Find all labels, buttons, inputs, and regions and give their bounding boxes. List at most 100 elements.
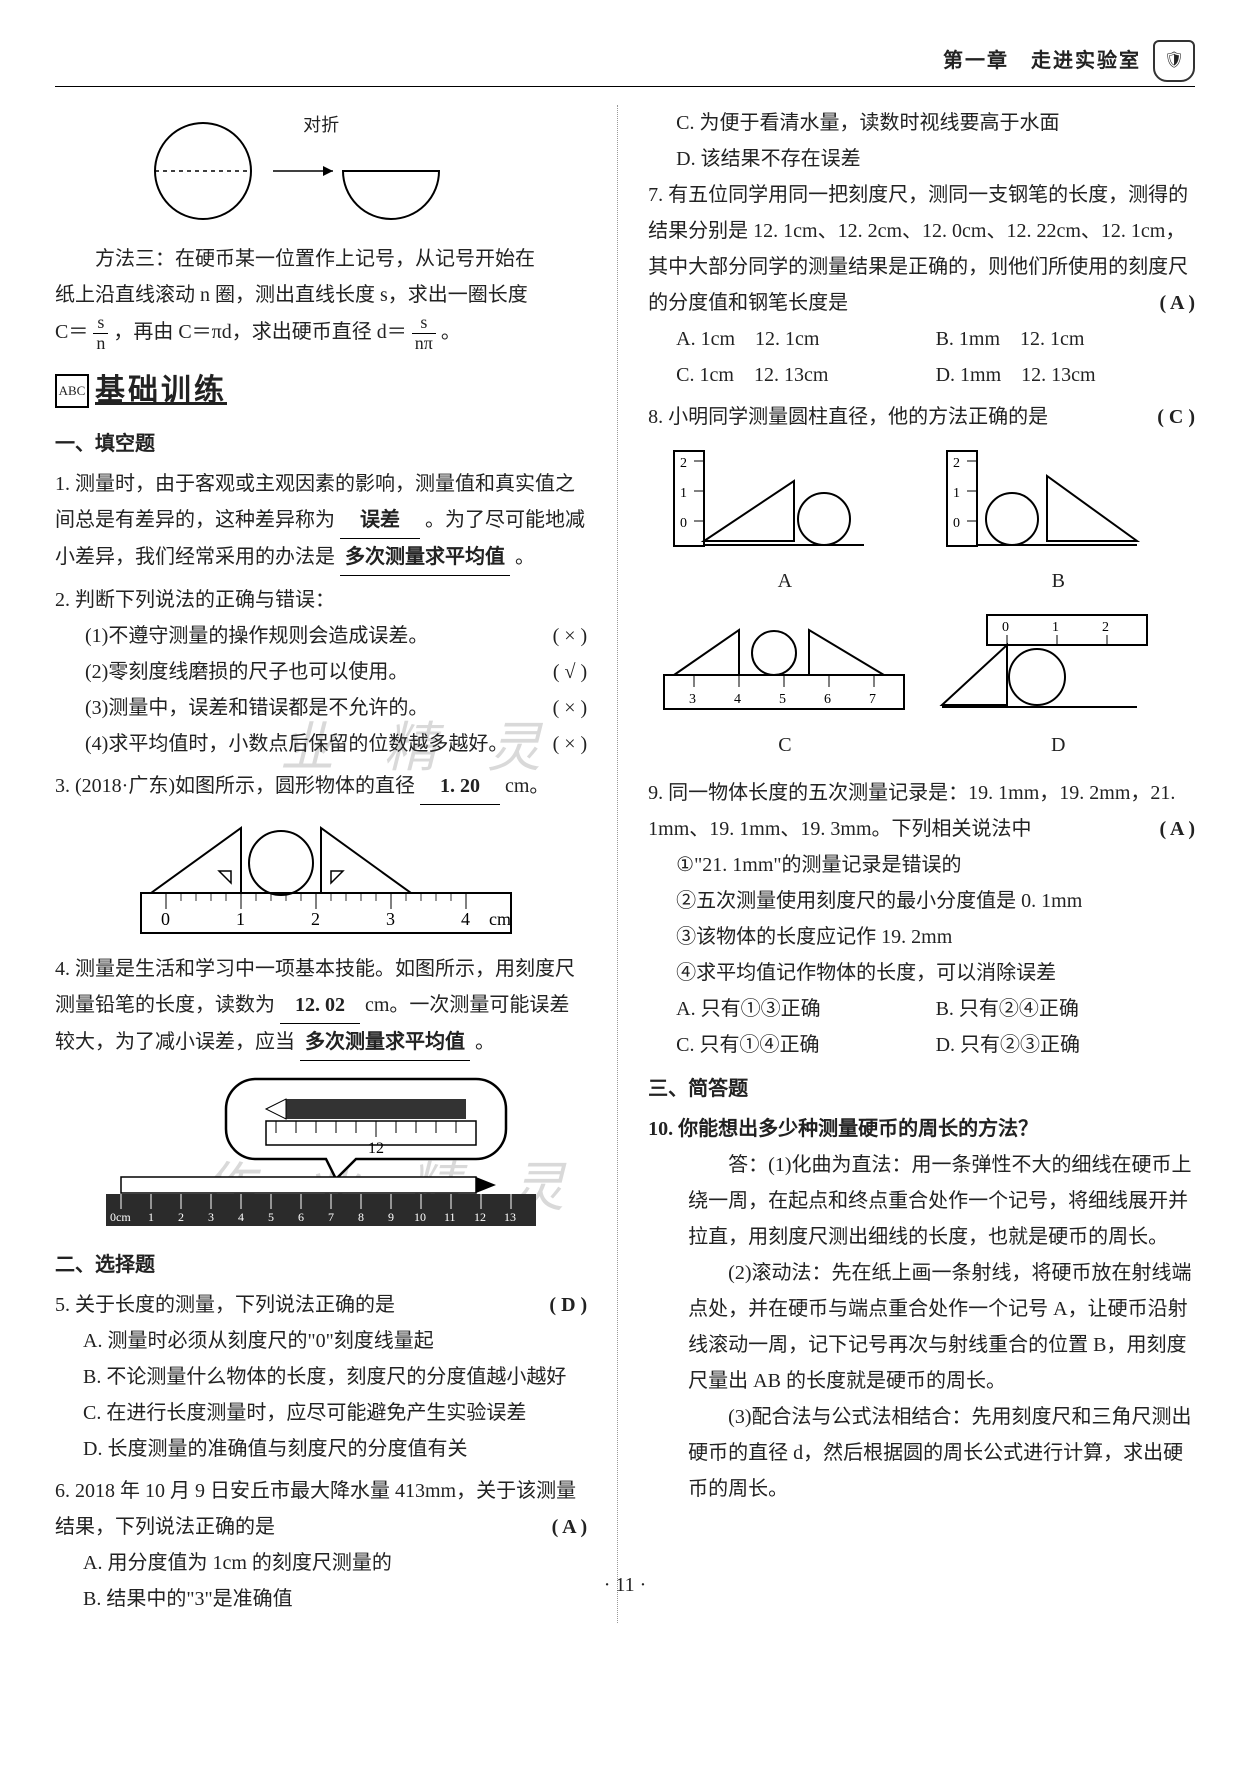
- q3-text-a: 3. (2018·广东)如图所示，圆形物体的直径: [55, 775, 415, 797]
- q8-label-C: C: [654, 727, 916, 763]
- q9-3: ③该物体的长度应记作 19. 2mm: [676, 919, 1195, 955]
- q7: 7. 有五位同学用同一把刻度尺，测同一支钢笔的长度，测得的结果分别是 12. 1…: [648, 177, 1195, 393]
- method3-line2: 纸上沿直线滚动 n 圈，测出直线长度 s，求出一圈长度: [55, 277, 587, 313]
- q6-D: D. 该结果不存在误差: [676, 141, 1195, 177]
- q10-p3: (3)配合法与公式法相结合：先用刻度尺和三角尺测出硬币的直径 d，然后根据圆的周…: [648, 1399, 1195, 1507]
- m3-l3a: C＝: [55, 321, 88, 343]
- q8-fig-B: 2 1 0 B: [927, 441, 1189, 599]
- q8-figures: 2 1 0 A 2 1 0: [648, 441, 1195, 769]
- svg-text:2: 2: [953, 456, 960, 471]
- fold-svg: [133, 111, 453, 231]
- q7-answer: ( A ): [1159, 285, 1195, 321]
- svg-text:5: 5: [268, 1210, 274, 1224]
- q8-fig-C: 3 4 5 6 7 C: [654, 605, 916, 763]
- heading-short-answer: 三、简答题: [648, 1071, 1195, 1107]
- heading-choice: 二、选择题: [55, 1247, 587, 1283]
- q5-D: D. 长度测量的准确值与刻度尺的分度值有关: [83, 1431, 587, 1467]
- q6-answer: ( A ): [552, 1509, 588, 1545]
- q2-stem: 2. 判断下列说法的正确与错误：: [55, 582, 587, 618]
- svg-text:8: 8: [358, 1210, 364, 1224]
- q8-fig-D: 0 1 2 D: [927, 605, 1189, 763]
- q9-A: A. 只有①③正确: [676, 991, 935, 1027]
- frac-s-n: sn: [93, 313, 108, 354]
- svg-text:6: 6: [824, 692, 831, 707]
- q5-B: B. 不论测量什么物体的长度，刻度尺的分度值越小越好: [83, 1359, 587, 1395]
- q7-B: B. 1mm 12. 1cm: [936, 321, 1195, 357]
- svg-text:2: 2: [680, 456, 687, 471]
- q5-C: C. 在进行长度测量时，应尽可能避免产生实验误差: [83, 1395, 587, 1431]
- svg-text:4: 4: [734, 692, 741, 707]
- svg-text:2: 2: [311, 909, 320, 929]
- q5: 5. 关于长度的测量，下列说法正确的是( D ) A. 测量时必须从刻度尺的"0…: [55, 1287, 587, 1467]
- q8: 8. 小明同学测量圆柱直径，他的方法正确的是( C ) 2 1 0 A: [648, 399, 1195, 769]
- svg-text:10: 10: [414, 1210, 426, 1224]
- section-title: ABC 基础训练: [55, 364, 587, 418]
- m3-l3b: ，再由 C＝πd，求出硬币直径 d＝: [113, 321, 406, 343]
- q5-stem: 5. 关于长度的测量，下列说法正确的是: [55, 1294, 395, 1316]
- q4-blank1: 12. 02: [280, 987, 360, 1024]
- q2-1: (1)不遵守测量的操作规则会造成误差。( × ): [55, 618, 587, 654]
- method3-line3: C＝ sn ，再由 C＝πd，求出硬币直径 d＝ snπ 。: [55, 313, 587, 354]
- q9-stem: 9. 同一物体长度的五次测量记录是：19. 1mm，19. 2mm，21. 1m…: [648, 782, 1175, 840]
- q8-answer: ( C ): [1157, 399, 1195, 435]
- fold-figure: 对折: [55, 111, 587, 231]
- q4-figure: 12 0cm 1 2 3 4 5 6 7 8 9 10 11 12 13: [86, 1069, 556, 1239]
- q3-blank: 1. 20: [420, 768, 500, 805]
- fold-label: 对折: [303, 109, 339, 141]
- q7-C: C. 1cm 12. 13cm: [676, 357, 935, 393]
- q8-fig-A: 2 1 0 A: [654, 441, 916, 599]
- q9-1: ①"21. 1mm"的测量记录是错误的: [676, 847, 1195, 883]
- q1-text-c: 。: [515, 546, 535, 568]
- svg-text:3: 3: [208, 1210, 214, 1224]
- svg-text:3: 3: [386, 909, 395, 929]
- q7-D: D. 1mm 12. 13cm: [936, 357, 1195, 393]
- method3-line1: 方法三：在硬币某一位置作上记号，从记号开始在: [55, 241, 587, 277]
- svg-text:0cm: 0cm: [110, 1210, 131, 1224]
- svg-text:9: 9: [388, 1210, 394, 1224]
- q4-blank2: 多次测量求平均值: [300, 1024, 470, 1061]
- m3-l3c: 。: [441, 321, 461, 343]
- q3: 3. (2018·广东)如图所示，圆形物体的直径 1. 20 cm。 0 1: [55, 768, 587, 943]
- svg-text:12: 12: [474, 1210, 486, 1224]
- q10-stem: 10. 你能想出多少种测量硬币的周长的方法？: [648, 1111, 1195, 1147]
- q5-answer: ( D ): [549, 1287, 587, 1323]
- svg-text:13: 13: [504, 1210, 516, 1224]
- svg-text:0: 0: [161, 909, 170, 929]
- chapter-title: 第一章 走进实验室: [943, 43, 1141, 79]
- q1: 1. 测量时，由于客观或主观因素的影响，测量值和真实值之间总是有差异的，这种差异…: [55, 466, 587, 576]
- q10: 10. 你能想出多少种测量硬币的周长的方法？ 答：(1)化曲为直法：用一条弹性不…: [648, 1111, 1195, 1507]
- column-divider: [617, 105, 618, 1623]
- svg-text:7: 7: [328, 1210, 334, 1224]
- heading-fill: 一、填空题: [55, 426, 587, 462]
- q6-stem: 6. 2018 年 10 月 9 日安丘市最大降水量 413mm，关于该测量结果…: [55, 1480, 576, 1538]
- svg-text:0: 0: [1002, 620, 1009, 635]
- svg-text:0: 0: [680, 516, 687, 531]
- q9-D: D. 只有②③正确: [936, 1027, 1195, 1063]
- q2-2: (2)零刻度线磨损的尺子也可以使用。( √ ): [55, 654, 587, 690]
- q3-figure: 0 1 2 3 4 cm: [111, 813, 531, 943]
- section-box-icon: ABC: [55, 374, 89, 408]
- q3-text-b: cm。: [505, 775, 549, 797]
- q8-label-A: A: [654, 563, 916, 599]
- q6-C: C. 为便于看清水量，读数时视线要高于水面: [676, 105, 1195, 141]
- svg-text:1: 1: [953, 486, 960, 501]
- q7-A: A. 1cm 12. 1cm: [676, 321, 935, 357]
- q4: 4. 测量是生活和学习中一项基本技能。如图所示，用刻度尺测量铅笔的长度，读数为 …: [55, 951, 587, 1239]
- svg-text:1: 1: [148, 1210, 154, 1224]
- svg-text:4: 4: [461, 909, 470, 929]
- q7-stem: 7. 有五位同学用同一把刻度尺，测同一支钢笔的长度，测得的结果分别是 12. 1…: [648, 184, 1188, 314]
- q2-3: (3)测量中，误差和错误都是不允许的。( × ): [55, 690, 587, 726]
- svg-text:3: 3: [689, 692, 696, 707]
- q9-4: ④求平均值记作物体的长度，可以消除误差: [676, 955, 1195, 991]
- svg-text:4: 4: [238, 1210, 244, 1224]
- q8-label-B: B: [927, 563, 1189, 599]
- svg-text:1: 1: [1052, 620, 1059, 635]
- badge-icon: 🛡: [1153, 40, 1195, 82]
- q9-C: C. 只有①④正确: [676, 1027, 935, 1063]
- svg-text:12: 12: [368, 1140, 384, 1157]
- svg-text:11: 11: [444, 1210, 456, 1224]
- q9-answer: ( A ): [1159, 811, 1195, 847]
- svg-text:0: 0: [953, 516, 960, 531]
- q9-2: ②五次测量使用刻度尺的最小分度值是 0. 1mm: [676, 883, 1195, 919]
- section-title-text: 基础训练: [95, 364, 227, 418]
